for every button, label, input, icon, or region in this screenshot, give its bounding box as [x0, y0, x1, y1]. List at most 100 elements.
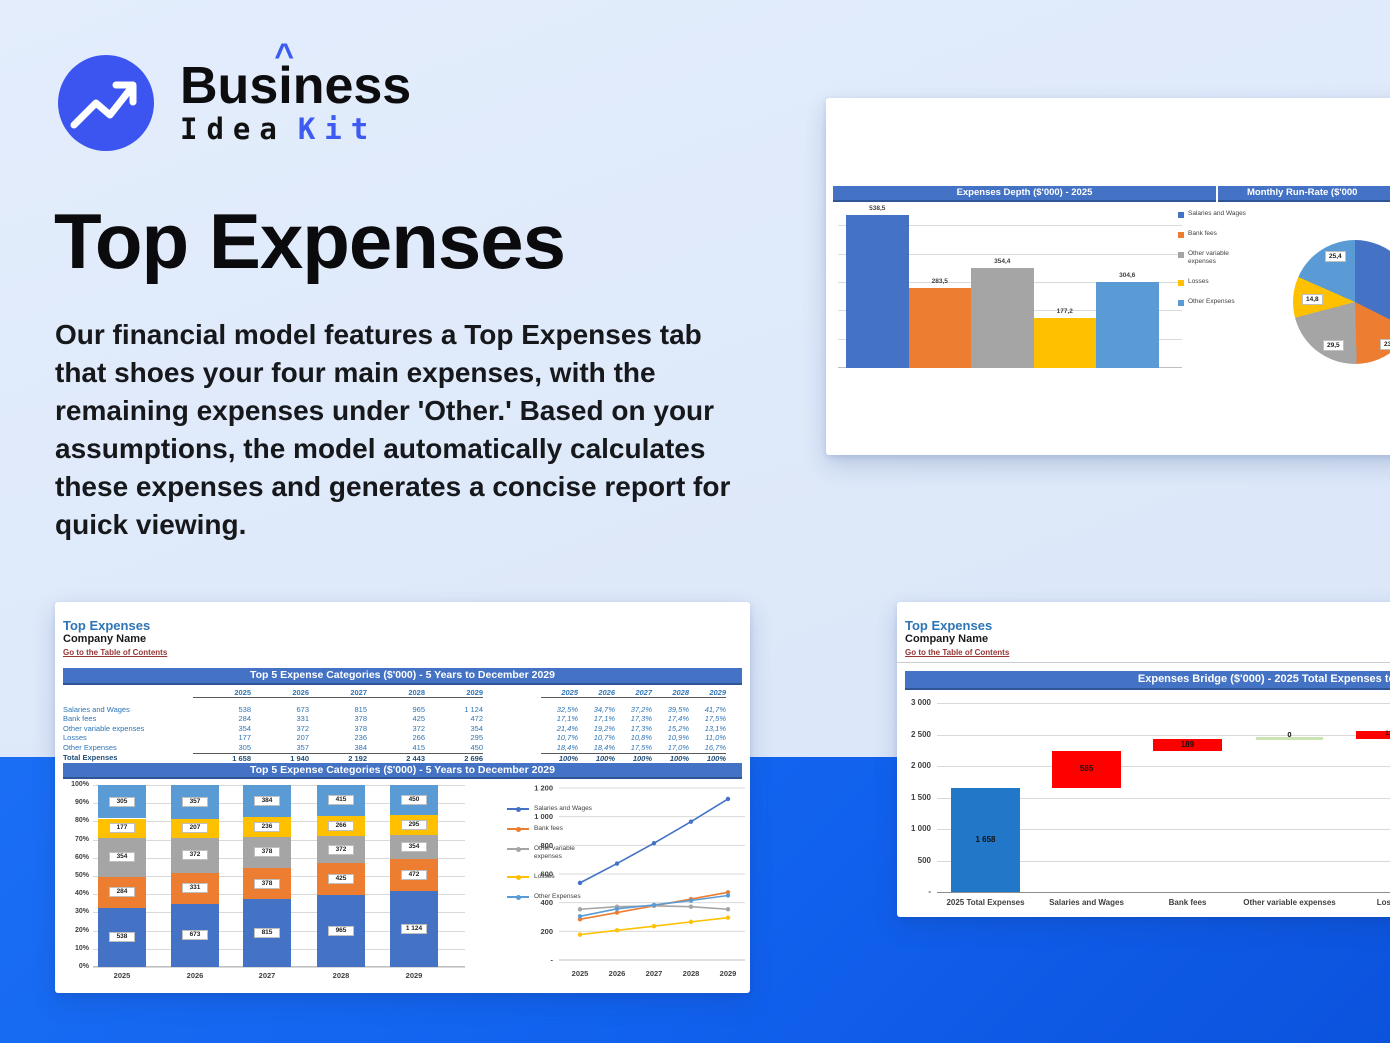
pct-group: 18,4% 18,4% 17,5% 17,0% 16,7% — [541, 743, 726, 753]
depth-bar-plot: 538,5 283,5 354,4 177,2 304,6 — [838, 198, 1182, 368]
cell-value: 378 — [354, 723, 367, 733]
legend-item: Bank fees — [507, 825, 607, 833]
cell-pct: 17,1% — [556, 714, 578, 724]
table-row: Other variable expenses 354 372 378 372 354 21… — [63, 724, 742, 734]
table-of-contents-link[interactable]: Go to the Table of Contents — [905, 648, 1010, 657]
brand-text: Bus ^ iness Idea Kit — [180, 37, 411, 151]
gridline — [93, 967, 465, 968]
legend-swatch — [1178, 280, 1184, 286]
y-tick: 90% — [74, 799, 89, 807]
gridline — [937, 766, 1390, 767]
y-tick: 2 000 — [910, 761, 931, 770]
cell-value: 372 — [412, 723, 425, 733]
cell-value: 207 — [296, 733, 309, 743]
stack-value-label: 372 — [328, 844, 354, 855]
x-tick: Salaries and Wages — [1049, 898, 1124, 907]
legend-item: Losses — [1178, 278, 1258, 286]
legend-line — [507, 846, 529, 852]
row-name: Bank fees — [63, 714, 97, 724]
stack-value-label: 354 — [401, 842, 427, 853]
spacer — [483, 705, 541, 715]
row-name: Total Expenses — [63, 752, 118, 762]
legend-label: Other Expenses — [1188, 298, 1235, 305]
cell-pct: 34,7% — [593, 704, 615, 714]
legend-swatch — [1178, 212, 1184, 218]
legend-line — [507, 806, 529, 812]
bar-Salaries and Wages — [846, 215, 909, 368]
svg-text:1 000: 1 000 — [534, 812, 553, 821]
y-tick: - — [928, 887, 931, 896]
svg-text:2027: 2027 — [646, 969, 663, 978]
cell-value: 965 — [412, 704, 425, 714]
cell-pct: 17,3% — [630, 723, 652, 733]
stack-value-label: 372 — [182, 850, 208, 861]
legend-item: Salaries and Wages — [507, 805, 607, 813]
stack-value-label: 236 — [254, 821, 280, 832]
y-tick: 60% — [74, 853, 89, 861]
cell-pct: 41,7% — [704, 704, 726, 714]
legend-item: Bank fees — [1178, 230, 1258, 238]
cell-value: 2 696 — [464, 753, 483, 763]
cell-pct: 18,4% — [556, 742, 578, 752]
row-name: Other Expenses — [63, 742, 117, 752]
stack-value-label: 295 — [401, 820, 427, 831]
cell-pct: 37,2% — [630, 704, 652, 714]
svg-text:2029: 2029 — [720, 969, 737, 978]
legend-swatch — [1178, 300, 1184, 306]
waterfall-value-label: 1 658 — [975, 834, 996, 844]
cell-pct: 17,0% — [667, 742, 689, 752]
stack-value-label: 673 — [182, 930, 208, 941]
cell-pct: 2025 — [561, 688, 578, 697]
spacer — [483, 733, 541, 743]
waterfall-bar: 1 658 — [951, 787, 1020, 892]
spacer — [483, 743, 541, 753]
pie-slice-label: 29,5 — [1323, 340, 1344, 351]
cell-pct: 16,7% — [704, 742, 726, 752]
cell-value: 415 — [412, 742, 425, 752]
y-tick: 20% — [74, 926, 89, 934]
value-group: 305 357 384 415 450 — [193, 743, 483, 753]
bar-value-label: 538,5 — [869, 205, 886, 213]
sheet-title: Top Expenses — [63, 618, 151, 633]
x-tick: 2025 — [113, 971, 131, 980]
top5-chart-header: Top 5 Expense Categories ($'000) - 5 Yea… — [63, 763, 742, 779]
cell-pct: 2027 — [635, 688, 652, 697]
cell-value: 284 — [238, 714, 251, 724]
page-description: Our financial model features a Top Expen… — [55, 319, 731, 540]
svg-text:-: - — [551, 956, 554, 965]
y-tick: 30% — [74, 908, 89, 916]
x-tick: Other variable expenses — [1243, 898, 1336, 907]
cell-pct: 2026 — [598, 688, 615, 697]
svg-text:200: 200 — [540, 927, 553, 936]
legend-line — [507, 874, 529, 880]
bar-Losses — [1033, 317, 1096, 368]
company-name: Company Name — [63, 633, 147, 645]
table-of-contents-link[interactable]: Go to the Table of Contents — [63, 648, 168, 657]
gridline — [937, 703, 1390, 704]
waterfall-value-label: 0 — [1287, 729, 1292, 739]
cell-value: 305 — [238, 742, 251, 752]
svg-text:2025: 2025 — [572, 969, 589, 978]
legend-label: Salaries and Wages — [534, 805, 592, 812]
table-row: Losses 177 207 236 266 295 10,7% 10,7% 10,8% 10,9… — [63, 733, 742, 743]
cell-value: 2026 — [292, 688, 309, 697]
stack-value-label: 425 — [328, 874, 354, 885]
depth-chart-header: Expenses Depth ($'000) - 2025 — [833, 186, 1216, 202]
legend-line — [507, 894, 529, 900]
cell-value: 354 — [470, 723, 483, 733]
y-tick: 500 — [917, 855, 931, 865]
cell-value: 1 124 — [464, 704, 483, 714]
bar-value-label: 283,5 — [931, 277, 948, 285]
cell-pct: 13,1% — [704, 723, 726, 733]
cell-value: 266 — [412, 733, 425, 743]
legend-label: Salaries and Wages — [1188, 210, 1246, 217]
sheet-title: Top Expenses — [905, 618, 993, 633]
cell-pct: 15,2% — [667, 723, 689, 733]
value-group: 538 673 815 965 1 124 — [193, 705, 483, 715]
cell-value: 354 — [238, 723, 251, 733]
cell-pct: 100% — [706, 753, 726, 763]
bar-Bank fees — [908, 287, 971, 368]
value-group: 284 331 378 425 472 — [193, 714, 483, 724]
cell-value: 2028 — [408, 688, 425, 697]
stack-value-label: 1 124 — [401, 924, 427, 935]
